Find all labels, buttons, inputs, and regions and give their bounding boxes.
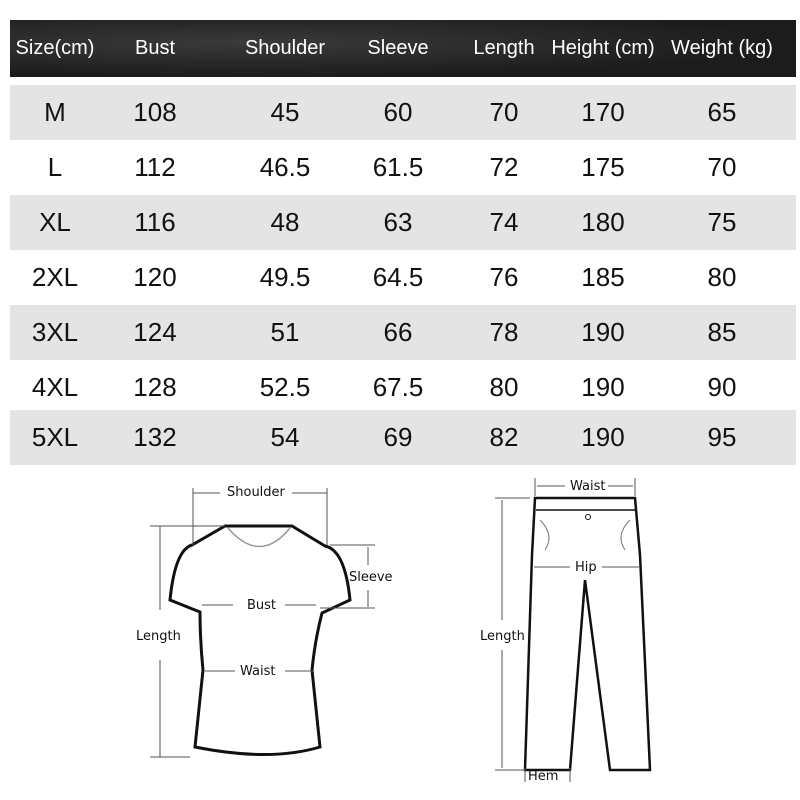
table-cell: 61.5 [372,152,424,182]
table-cell: 5XL [31,422,79,452]
table-cell: 190 [581,372,625,402]
waist-label: Waist [240,664,275,679]
table-cell: 75 [707,207,737,237]
column-header: Weight (kg) [671,37,773,59]
table-cell: 112 [134,152,176,182]
table-cell: 2XL [31,262,79,292]
table-cell: 63 [383,207,413,237]
table-cell: 108 [133,97,177,127]
table-cell: 132 [133,422,177,452]
table-row: M 108 45 60 70 170 65 [10,85,796,140]
table-cell: 82 [489,422,519,452]
table-cell: 180 [581,207,625,237]
pants-diagram: Waist Hip Length Hem [480,478,652,784]
sleeve-label: Sleeve [349,570,393,585]
table-cell: 51 [270,317,300,347]
table-cell: 46.5 [259,152,311,182]
table-cell: 74 [489,207,519,237]
table-cell: 72 [489,152,519,182]
table-cell: XL [39,207,71,237]
column-header: Size(cm) [15,37,95,59]
table-cell: 80 [707,262,737,292]
length-label: Length [136,629,181,644]
tshirt-diagram: Shoulder Sleeve Bust Length Waist [136,485,393,758]
table-cell: 78 [489,317,519,347]
table-row: 3XL 124 51 66 78 190 85 [10,305,796,360]
table-cell: 69 [383,422,413,452]
column-header: Bust [134,37,176,59]
table-cell: 85 [707,317,737,347]
table-cell: 66 [383,317,413,347]
table-cell: 190 [581,422,625,452]
table-cell: 70 [489,97,519,127]
hip-label: Hip [575,560,597,575]
table-cell: 4XL [31,372,79,402]
hem-label: Hem [528,769,558,784]
table-cell: 48 [270,207,300,237]
table-cell: 124 [133,317,177,347]
table-row: 2XL 120 49.5 64.5 76 185 80 [10,250,796,305]
table-cell: M [44,97,66,127]
table-cell: 60 [383,97,413,127]
table-row: 4XL 128 52.5 67.5 80 190 90 [10,360,796,415]
table-cell: 170 [581,97,625,127]
table-cell: 95 [707,422,737,452]
column-header: Shoulder [244,37,326,59]
table-cell: 3XL [31,317,79,347]
table-cell: 175 [581,152,625,182]
shoulder-label: Shoulder [227,485,286,500]
table-cell: 54 [270,422,300,452]
table-cell: 116 [134,207,176,237]
table-row: 5XL 132 54 69 82 190 95 [10,410,796,465]
table-cell: 67.5 [372,372,424,402]
waist-label: Waist [570,479,605,494]
table-cell: 80 [489,372,519,402]
table-cell: 128 [133,372,177,402]
bust-label: Bust [247,598,276,613]
table-row: L 112 46.5 61.5 72 175 70 [10,140,796,195]
table-cell: 120 [133,262,177,292]
column-header: Height (cm) [551,37,655,59]
table-row: XL 116 48 63 74 180 75 [10,195,796,250]
table-cell: 65 [707,97,737,127]
table-cell: 64.5 [372,262,424,292]
column-header: Length [473,37,535,59]
table-cell: 90 [707,372,737,402]
table-cell: 52.5 [259,372,311,402]
table-cell: 45 [270,97,300,127]
table-cell: 190 [581,317,625,347]
table-cell: 49.5 [259,262,311,292]
table-cell: 76 [489,262,519,292]
table-cell: 185 [581,262,625,292]
length-label: Length [480,629,525,644]
table-header: Size(cm) Bust Shoulder Sleeve Length Height (… [10,20,796,77]
table-cell: 70 [707,152,737,182]
table-cell: L [47,152,63,182]
column-header: Sleeve [367,37,429,59]
